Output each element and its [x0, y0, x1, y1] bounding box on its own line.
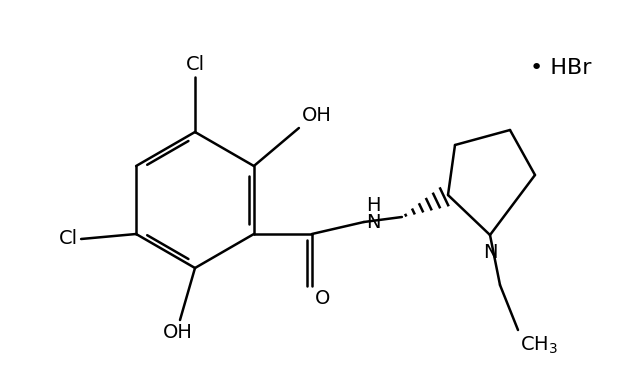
- Text: N: N: [483, 243, 497, 262]
- Text: O: O: [315, 289, 330, 308]
- Text: Cl: Cl: [186, 55, 205, 74]
- Text: H
N: H N: [366, 196, 380, 232]
- Text: OH: OH: [163, 323, 193, 342]
- Text: • HBr: • HBr: [530, 58, 591, 78]
- Text: OH: OH: [302, 106, 332, 125]
- Text: Cl: Cl: [59, 230, 78, 249]
- Text: CH$_3$: CH$_3$: [520, 335, 558, 356]
